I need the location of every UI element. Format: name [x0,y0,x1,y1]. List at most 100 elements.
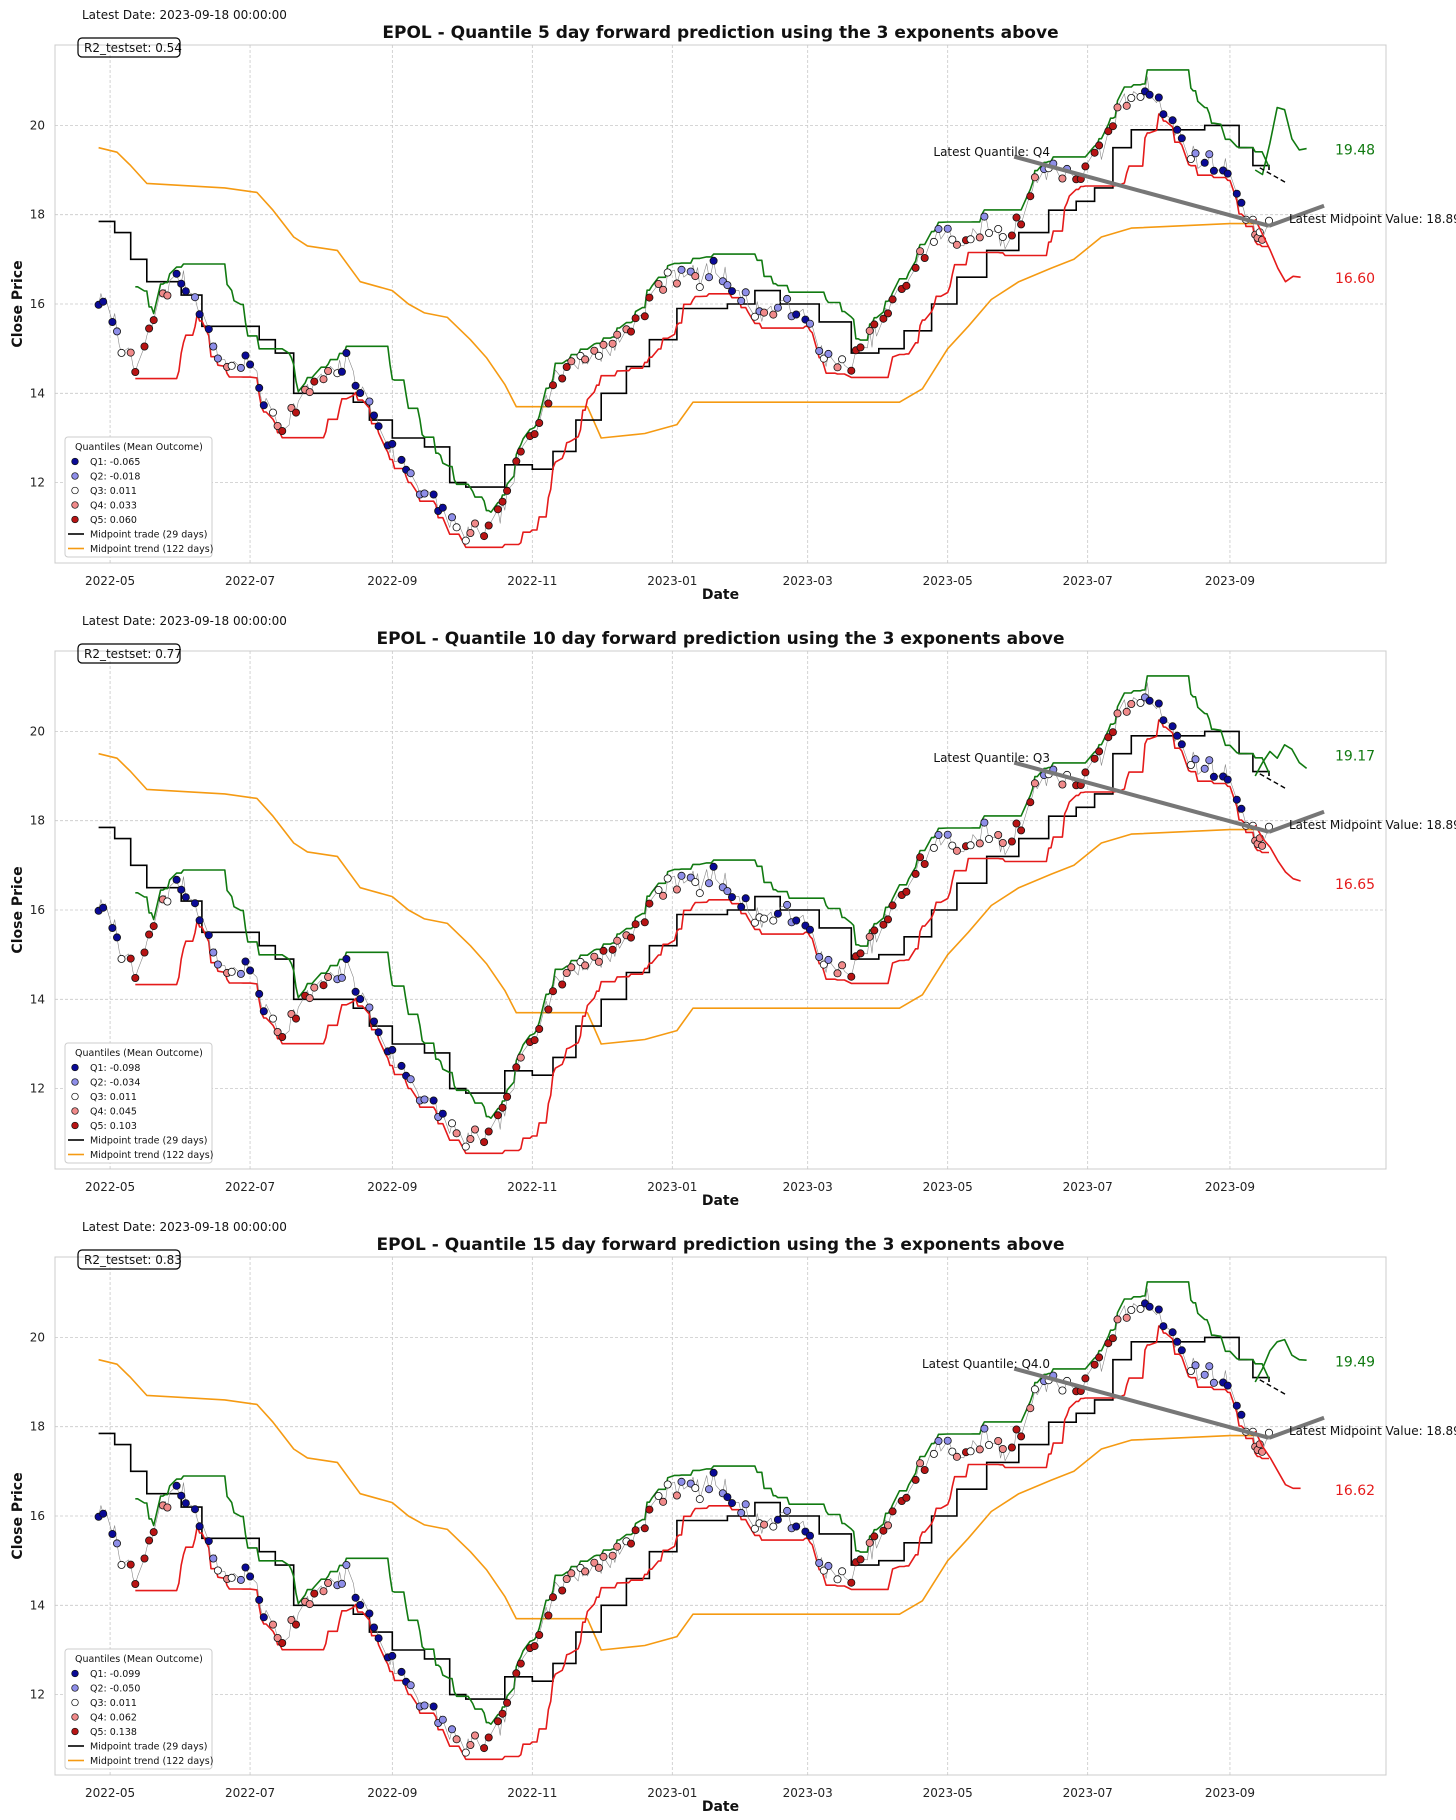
quantile-point [498,497,507,506]
quantile-point [255,1595,264,1604]
quantile-point [819,1566,828,1575]
chart-panel-3: 2022-05 2022-07 2022-09 2022-11 2023-01 2023-… [10,1220,1456,1815]
quantile-point [516,1053,525,1062]
quantile-point [847,1578,856,1587]
latest-midpoint-label: Latest Midpoint Value: 18.89 [1289,818,1456,832]
latest-quantile-label: Latest Quantile: Q4.0 [922,1357,1050,1371]
legend-entry: Q4: 0.062 [90,1713,137,1724]
quantile-point [819,960,828,969]
quantile-point [1122,707,1131,716]
quantile-point [227,361,236,370]
latest-midpoint-label: Latest Midpoint Value: 18.89 [1289,1424,1456,1438]
quantile-point [1173,125,1182,134]
r2-box [77,643,181,664]
x-tick-label: 2023-05 [923,1180,973,1194]
quantile-point [268,1014,277,1023]
quantile-point [934,830,943,839]
latest-midpoint-arrow [1268,809,1325,834]
quantile-point [291,1620,300,1629]
quantile-point [654,885,663,894]
quantile-point [640,1524,649,1533]
quantile-point [1007,1443,1016,1452]
quantile-point [902,1493,911,1502]
quantile-point [723,887,732,896]
lower-band-line [135,719,1269,1155]
quantile-point [246,966,255,975]
quantile-point [824,1561,833,1570]
latest-quantile-arrow [1013,154,1270,228]
quantile-point [948,841,957,850]
quantile-point [1145,90,1154,99]
quantile-point [737,902,746,911]
quantile-point [1058,780,1067,789]
quantile-point [1159,1322,1168,1331]
quantile-point [1136,698,1145,707]
quantile-point [870,320,879,329]
quantile-point [406,1681,415,1690]
upper-forecast-value: 19.49 [1335,1355,1375,1371]
quantile-point [388,439,397,448]
quantile-point [356,994,365,1003]
quantile-point [374,1028,383,1037]
latest-date-label: Latest Date: 2023-09-18 00:00:00 [82,614,287,628]
quantile-point [1090,754,1099,763]
quantile-point [241,1563,250,1572]
x-axis-label: Date [702,1193,739,1209]
quantile-point [388,1045,397,1054]
quantile-point [117,954,126,963]
quantile-point [466,1741,475,1750]
x-tick-label: 2023-03 [783,574,833,588]
quantile-point [213,354,222,363]
legend-entry: Q1: -0.099 [90,1669,140,1680]
quantile-point [337,973,346,982]
legend-entry: Midpoint trade (29 days) [90,1136,207,1147]
quantile-point [530,1036,539,1045]
quantile-point [544,1611,553,1620]
quantile-point [131,1579,140,1588]
quantile-point [99,297,108,306]
legend-swatch-q2 [71,472,79,480]
x-tick-label: 2023-03 [783,1786,833,1800]
quantile-point [452,523,461,532]
quantile-point [397,455,406,464]
y-tick-label: 12 [30,1082,45,1096]
quantile-point [351,381,360,390]
quantile-point [470,1125,479,1134]
legend-entry: Midpoint trade (29 days) [90,530,207,541]
quantile-point [631,920,640,929]
quantile-point [278,1032,287,1041]
quantile-point [1081,162,1090,171]
quantile-point [911,1475,920,1484]
quantile-point [273,1027,282,1036]
quantile-point [980,1424,989,1433]
quantile-point [374,1634,383,1643]
upper-forecast-value: 19.17 [1335,749,1375,765]
quantile-point [1209,166,1218,175]
quantile-point [535,418,544,427]
y-tick-label: 20 [30,1330,45,1344]
quantile-point [1205,1362,1214,1371]
quantile-point [728,287,737,296]
quantile-point [324,366,333,375]
quantile-point [590,1558,599,1567]
quantile-point [750,312,759,321]
x-tick-label: 2023-01 [647,574,697,588]
quantile-point [503,1092,512,1101]
lower-forecast-line [1254,824,1301,882]
quantile-point [631,314,640,323]
quantile-point [966,235,975,244]
y-tick-label: 18 [30,208,45,222]
quantile-point [356,1600,365,1609]
legend-swatch-q1 [71,1063,79,1072]
quantile-point [1104,733,1113,742]
r2-label: R2_testset: 0.54 [84,41,182,55]
quantile-point [236,363,245,372]
quantile-point [172,269,181,278]
quantile-point [998,232,1007,241]
quantile-point [535,1630,544,1639]
quantile-point [948,1447,957,1456]
quantile-point [879,920,888,929]
y-axis-label: Close Price [10,866,26,953]
quantile-point [512,1669,521,1678]
quantile-point [1159,716,1168,725]
